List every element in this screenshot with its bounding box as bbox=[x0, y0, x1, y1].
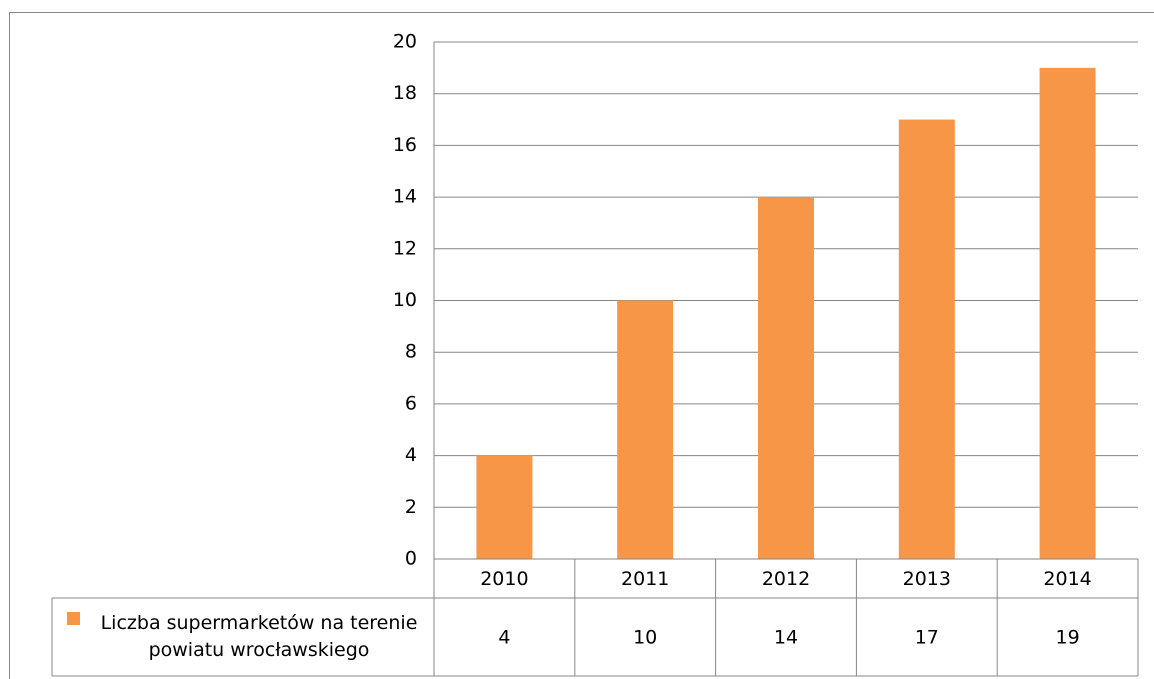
y-tick-label: 2 bbox=[405, 496, 417, 518]
x-tick-label: 2011 bbox=[621, 568, 669, 590]
y-tick-label: 10 bbox=[393, 289, 417, 311]
x-tick-label: 2012 bbox=[762, 568, 810, 590]
bar bbox=[617, 300, 674, 559]
bar bbox=[758, 197, 814, 559]
y-tick-label: 18 bbox=[393, 82, 417, 104]
y-tick-label: 12 bbox=[393, 237, 417, 259]
x-tick-label: 2014 bbox=[1043, 568, 1091, 590]
y-tick-label: 6 bbox=[405, 392, 417, 414]
y-tick-label: 8 bbox=[405, 341, 417, 363]
y-tick-label: 16 bbox=[393, 134, 417, 156]
y-tick-label: 14 bbox=[393, 186, 417, 208]
table-value: 17 bbox=[915, 627, 939, 649]
x-tick-label: 2010 bbox=[480, 568, 528, 590]
bar bbox=[476, 455, 533, 559]
x-tick-label: 2013 bbox=[903, 568, 951, 590]
legend-label: Liczba supermarketów na terenie powiatu … bbox=[100, 612, 418, 661]
y-tick-label: 0 bbox=[405, 548, 417, 570]
y-tick-label: 4 bbox=[405, 444, 417, 466]
table-value: 14 bbox=[774, 627, 798, 649]
bar bbox=[1039, 67, 1096, 559]
table-value: 4 bbox=[498, 627, 510, 649]
y-tick-label: 20 bbox=[393, 31, 417, 53]
table-value: 10 bbox=[633, 627, 657, 649]
legend-swatch bbox=[67, 612, 80, 625]
table-value: 19 bbox=[1056, 627, 1080, 649]
bar bbox=[898, 119, 955, 560]
